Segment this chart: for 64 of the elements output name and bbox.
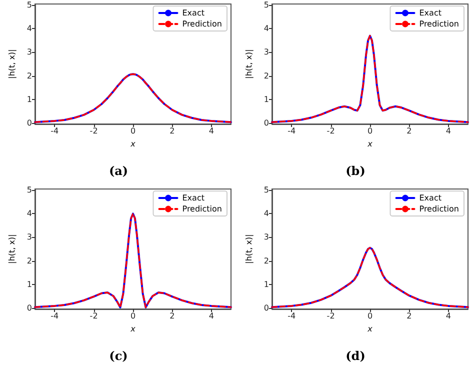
legend-label: Prediction: [419, 204, 460, 213]
x-axis-title: x: [366, 324, 373, 333]
y-tick-label: 4: [26, 24, 32, 34]
y-tick-label: 2: [264, 71, 269, 80]
y-tick-label: 5: [264, 185, 269, 194]
y-tick-label: 5: [26, 185, 32, 194]
x-axis-title: x: [130, 139, 136, 148]
x-tick-label: 4: [208, 311, 214, 320]
text: (d): [346, 348, 366, 362]
y-tick-label: 4: [26, 208, 32, 218]
y-tick-label: 2: [26, 71, 32, 80]
x-tick-label: -2: [90, 126, 98, 136]
y-tick-label: 4: [264, 24, 269, 34]
x-tick-label: -2: [90, 311, 98, 320]
y-axis-title: |h(t, x)|: [8, 234, 16, 264]
y-axis-title: |h(t, x)|: [8, 49, 16, 79]
x-tick-label: 2: [170, 311, 175, 320]
y-tick-label: 0: [264, 302, 269, 312]
x-tick-label: 0: [367, 126, 373, 136]
legend-label: Prediction: [182, 20, 222, 28]
x-axis-title: x: [130, 324, 136, 333]
y-tick-label: 1: [264, 279, 269, 288]
y-tick-label: 0: [26, 302, 32, 312]
y-tick-label: 0: [264, 118, 269, 128]
y-tick-label: 5: [26, 0, 32, 10]
x-tick-label: -2: [326, 126, 335, 136]
x-tick-label: -4: [50, 126, 59, 136]
x-tick-label: -4: [288, 126, 296, 136]
text: (c): [109, 348, 128, 362]
x-tick-label: -4: [288, 311, 296, 320]
x-tick-label: 2: [406, 126, 412, 136]
x-tick-label: 2: [170, 126, 175, 136]
x-tick-label: 2: [406, 311, 412, 320]
y-tick-label: 4: [264, 208, 269, 218]
y-tick-label: 3: [264, 48, 269, 57]
y-tick-label: 2: [26, 256, 32, 265]
y-tick-label: 1: [26, 94, 32, 104]
x-tick-label: 0: [130, 311, 136, 320]
y-tick-label: 2: [264, 256, 269, 265]
x-tick-label: 0: [367, 311, 373, 320]
y-tick-label: 0: [26, 118, 32, 128]
y-tick-label: 3: [26, 48, 32, 57]
y-tick-label: 1: [264, 94, 269, 104]
y-tick-label: 3: [26, 232, 32, 242]
y-tick-label: 3: [264, 232, 269, 242]
x-tick-label: 4: [446, 126, 451, 136]
text: (a): [108, 164, 128, 178]
x-tick-label: 4: [208, 126, 214, 136]
legend-label: Exact: [419, 8, 442, 18]
x-axis-title: x: [366, 139, 373, 148]
legend-label: Exact: [182, 193, 204, 202]
legend-label: Exact: [419, 193, 442, 202]
x-tick-label: 4: [446, 311, 451, 320]
y-axis-title: |h(t, x)|: [244, 234, 254, 264]
legend-label: Prediction: [182, 204, 222, 213]
legend-label: Prediction: [419, 20, 460, 28]
x-tick-label: 0: [130, 126, 136, 136]
y-tick-label: 1: [26, 279, 32, 288]
legend-label: Exact: [182, 8, 204, 18]
x-tick-label: -2: [326, 311, 335, 320]
text: (b): [346, 164, 366, 178]
y-axis-title: |h(t, x)|: [244, 49, 254, 79]
y-tick-label: 5: [264, 0, 269, 10]
x-tick-label: -4: [50, 311, 59, 320]
